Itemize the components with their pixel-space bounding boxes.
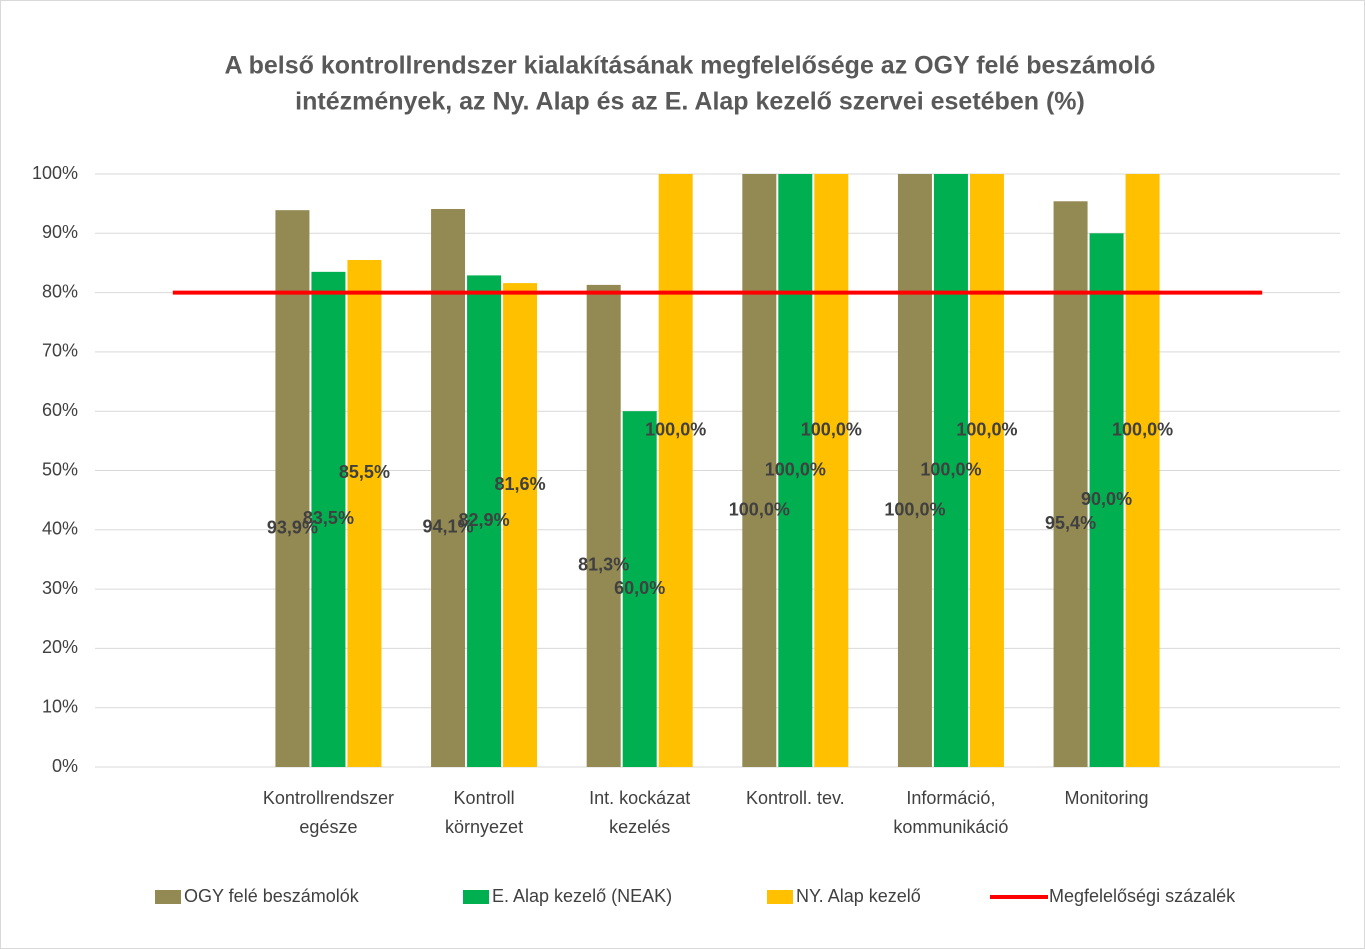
data-label: 95,4% xyxy=(1045,513,1096,533)
data-label: 94,1% xyxy=(423,517,474,537)
data-label: 100,0% xyxy=(801,419,862,439)
data-label: 100,0% xyxy=(645,419,706,439)
bar xyxy=(467,275,502,767)
bar xyxy=(347,259,382,767)
x-tick-label: egésze xyxy=(299,817,357,837)
y-tick-label: 0% xyxy=(52,756,78,776)
bar xyxy=(814,174,849,767)
data-label: 85,5% xyxy=(339,462,390,482)
legend-label: Megfelelőségi százalék xyxy=(1049,886,1236,906)
bar xyxy=(742,174,777,767)
legend-swatch xyxy=(767,890,793,904)
x-tick-label: Kontroll. tev. xyxy=(746,788,845,808)
data-label: 81,6% xyxy=(495,474,546,494)
bar xyxy=(503,283,538,767)
legend-label: E. Alap kezelő (NEAK) xyxy=(492,886,672,906)
y-tick-label: 80% xyxy=(42,281,78,301)
bar xyxy=(1125,174,1160,767)
data-label: 81,3% xyxy=(578,555,629,575)
y-tick-label: 60% xyxy=(42,400,78,420)
bar xyxy=(969,174,1004,767)
bar xyxy=(431,208,466,767)
x-tick-label: Monitoring xyxy=(1065,788,1149,808)
x-tick-label: Kontroll xyxy=(454,788,515,808)
y-tick-label: 30% xyxy=(42,578,78,598)
y-tick-label: 40% xyxy=(42,519,78,539)
x-tick-label: Int. kockázat xyxy=(589,788,690,808)
x-tick-label: Kontrollrendszer xyxy=(263,788,394,808)
bar xyxy=(275,210,310,768)
y-tick-label: 70% xyxy=(42,341,78,361)
x-tick-label: Információ, xyxy=(906,788,995,808)
x-tick-label: kommunikáció xyxy=(893,817,1008,837)
bar xyxy=(311,271,346,767)
data-label: 100,0% xyxy=(1112,419,1173,439)
data-label: 90,0% xyxy=(1081,489,1132,509)
y-tick-label: 100% xyxy=(32,163,78,183)
bar xyxy=(1089,233,1124,768)
data-label: 93,9% xyxy=(267,517,318,537)
y-tick-label: 10% xyxy=(42,696,78,716)
bar xyxy=(1053,201,1088,767)
x-tick-label: kezelés xyxy=(609,817,670,837)
bar xyxy=(622,411,657,767)
data-label: 83,5% xyxy=(303,508,354,528)
legend-swatch xyxy=(155,890,181,904)
legend-label: OGY felé beszámolók xyxy=(184,886,360,906)
data-label: 100,0% xyxy=(884,499,945,519)
bar xyxy=(778,174,813,767)
legend-label: NY. Alap kezelő xyxy=(796,886,921,906)
bar xyxy=(658,174,693,767)
data-label: 100,0% xyxy=(765,459,826,479)
y-tick-label: 50% xyxy=(42,459,78,479)
data-label: 100,0% xyxy=(729,499,790,519)
data-label: 60,0% xyxy=(614,578,665,598)
data-label: 100,0% xyxy=(956,419,1017,439)
bar xyxy=(586,284,621,767)
data-label: 82,9% xyxy=(459,510,510,530)
data-label: 100,0% xyxy=(920,459,981,479)
y-tick-label: 90% xyxy=(42,222,78,242)
chart-title: A belső kontrollrendszer kialakításának … xyxy=(225,52,1156,80)
chart-title: intézmények, az Ny. Alap és az E. Alap k… xyxy=(295,88,1085,116)
bar xyxy=(933,174,968,767)
x-tick-label: környezet xyxy=(445,817,523,837)
y-tick-label: 20% xyxy=(42,637,78,657)
legend-swatch xyxy=(463,890,489,904)
bar xyxy=(897,174,932,767)
